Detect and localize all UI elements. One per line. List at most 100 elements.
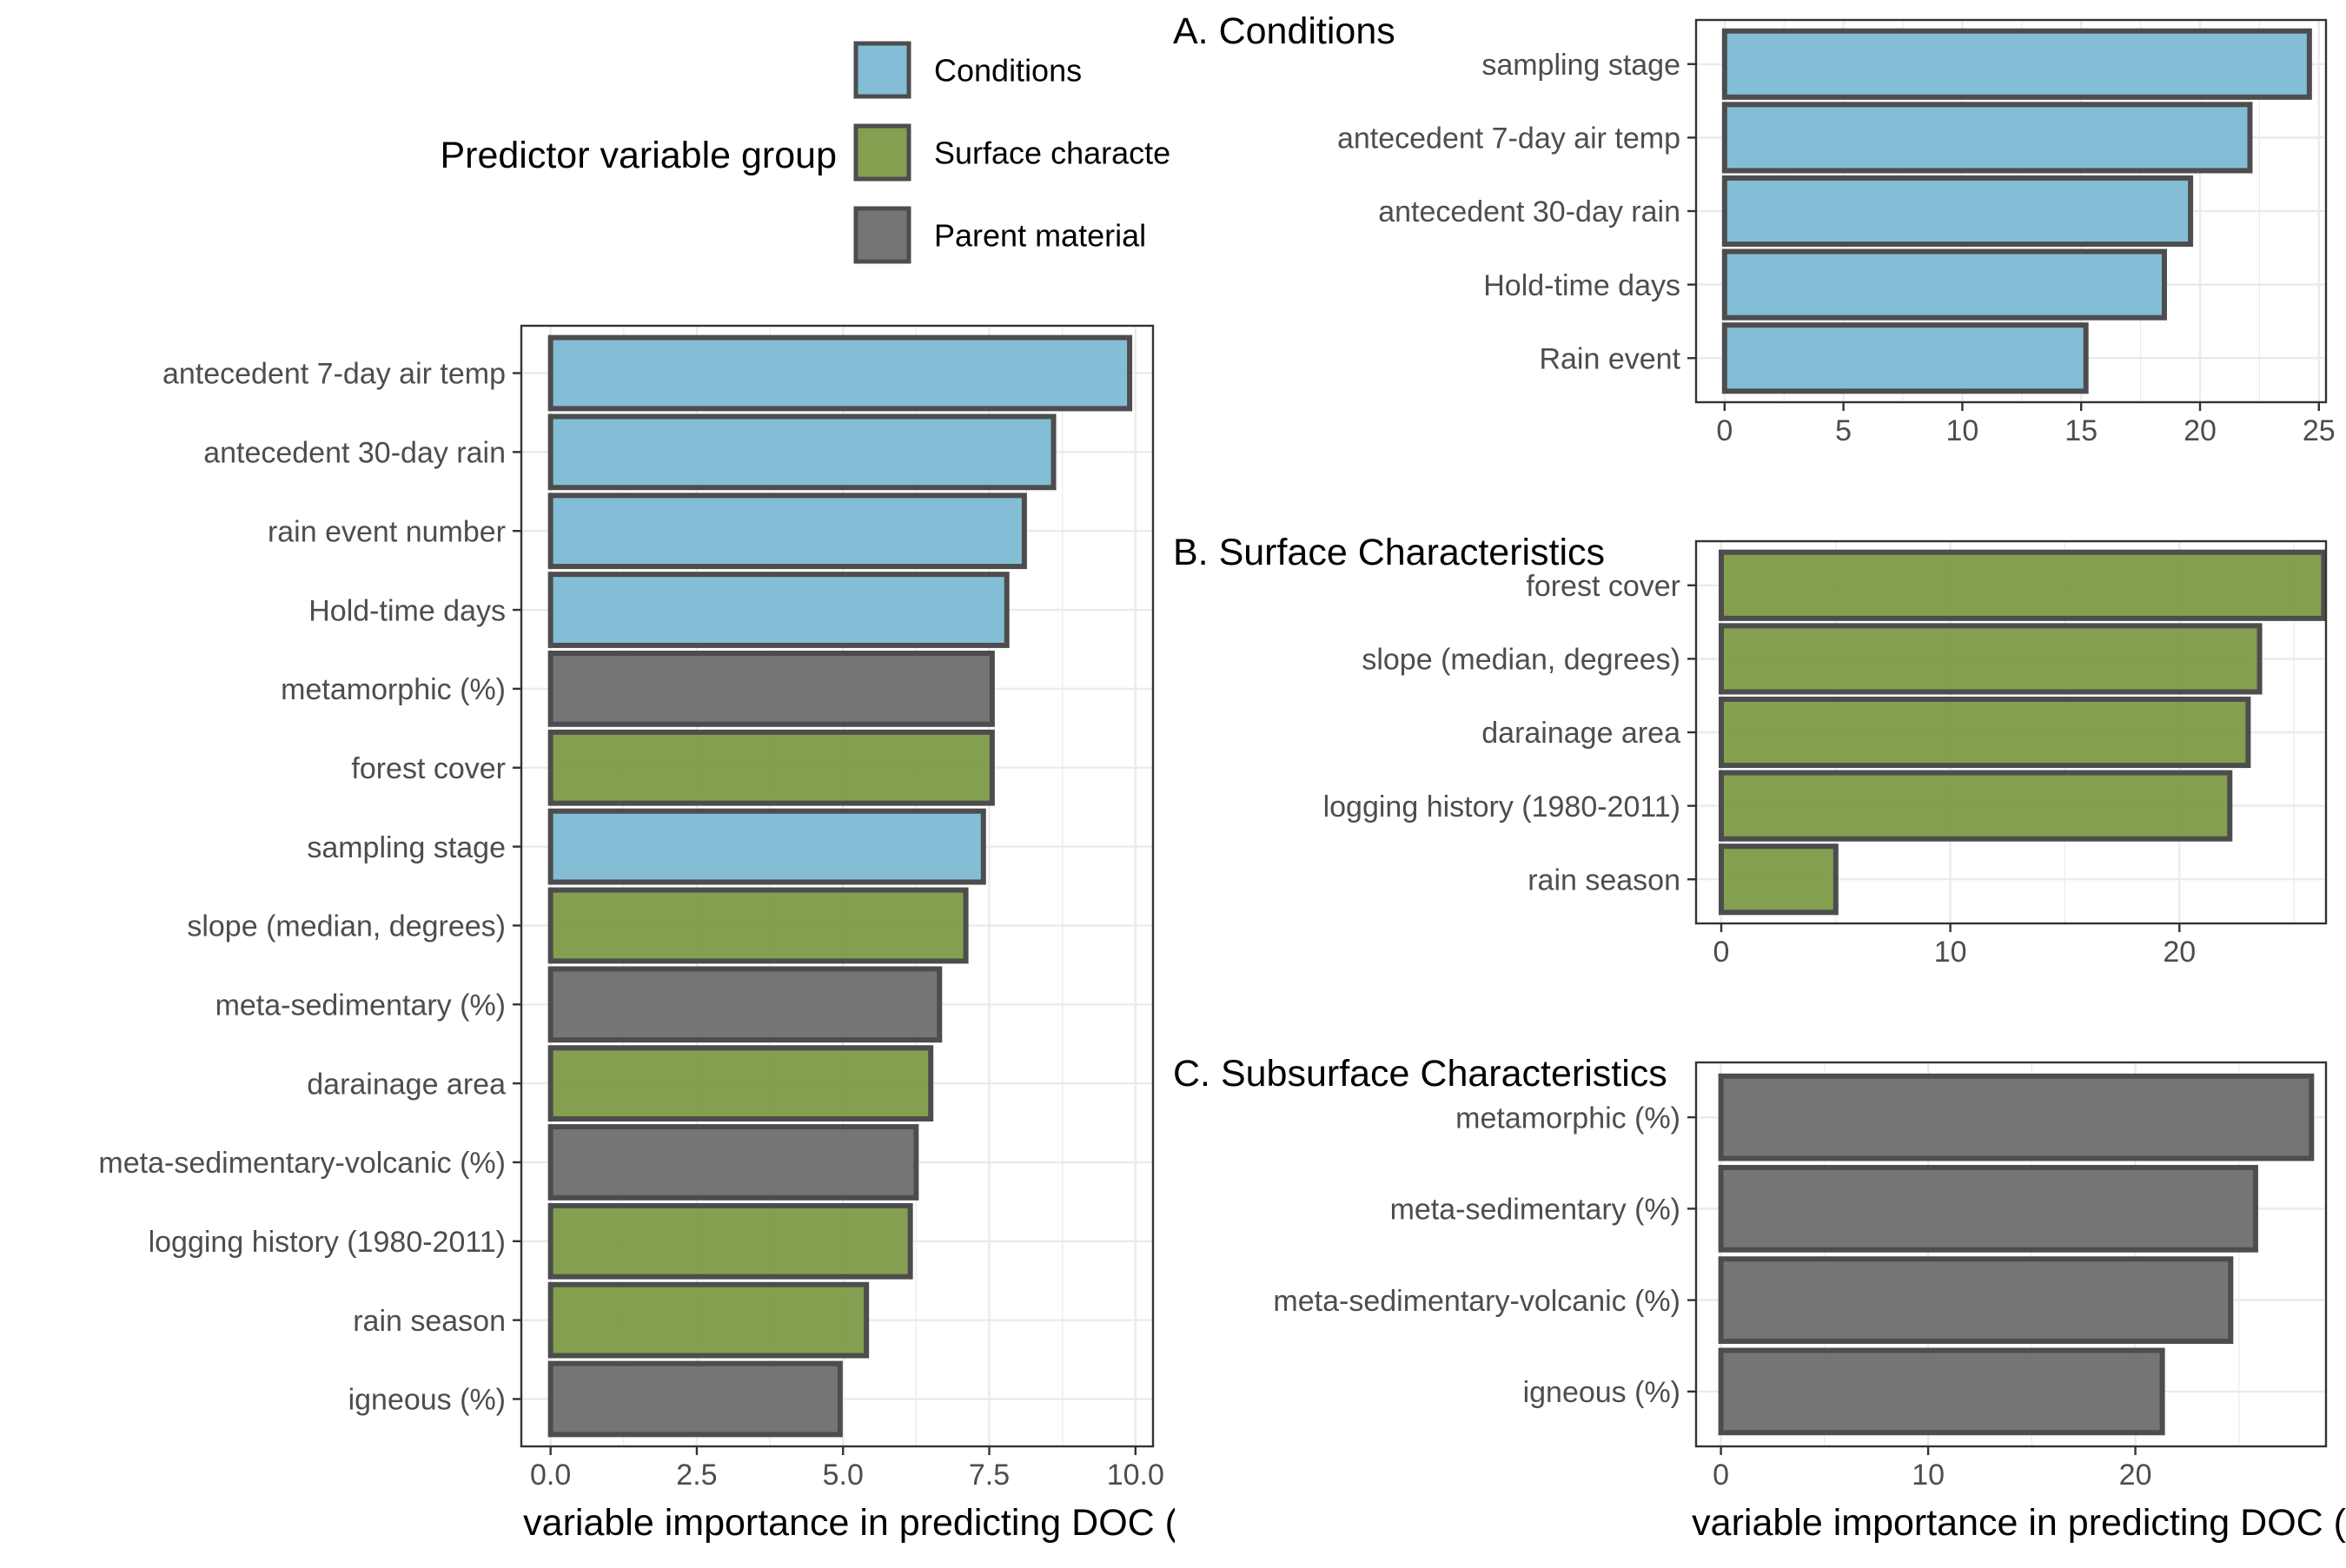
bars-a bbox=[1721, 28, 2312, 394]
bars-b bbox=[1719, 549, 2327, 916]
legend-key-surface-characte bbox=[853, 123, 911, 182]
y-tick-label-slope-median-degrees: slope (median, degrees) bbox=[187, 910, 506, 943]
y-tick-label-metamorphic: metamorphic (%) bbox=[281, 673, 506, 706]
bar-meta-sedimentary bbox=[547, 966, 943, 1043]
y-axis-b: forest cover slope (median, degrees) darai… bbox=[1323, 570, 1696, 896]
bar-metamorphic bbox=[1718, 1073, 2315, 1161]
x-tick-label-b: 20 bbox=[2163, 936, 2196, 969]
x-tick-label-a: 20 bbox=[2184, 414, 2217, 447]
legend: Predictor variable group Conditions Surfa… bbox=[440, 41, 1170, 264]
x-tick-label-main: 0.0 bbox=[530, 1459, 571, 1492]
bar-rain-event-number bbox=[547, 493, 1027, 570]
x-tick-label-c: 10 bbox=[1912, 1459, 1945, 1492]
bar-hold-time-days bbox=[1721, 248, 2167, 321]
bar-darainage-area bbox=[1719, 696, 2251, 769]
panel-title-b: B. Surface Characteristics bbox=[1173, 532, 1605, 573]
y-tick-label-rain-event-number: rain event number bbox=[268, 515, 506, 548]
y-tick-label-meta-sedimentary: meta-sedimentary (%) bbox=[215, 989, 506, 1022]
panel-border-c bbox=[1694, 1061, 2328, 1448]
x-axis-title-c: variable importance in predicting DOC ( bbox=[1692, 1502, 2346, 1544]
x-tick-label-c: 20 bbox=[2119, 1459, 2152, 1492]
y-tick-label-igneous: igneous (%) bbox=[348, 1384, 506, 1417]
y-tick-label-forest-cover: forest cover bbox=[351, 752, 506, 785]
panel-border-main bbox=[520, 324, 1155, 1448]
x-tick-label-main: 7.5 bbox=[969, 1459, 1010, 1492]
legend-label-conditions: Conditions bbox=[934, 53, 1082, 89]
bar-sampling-stage bbox=[547, 808, 986, 885]
x-axis-c: 0 10 20 bbox=[1713, 1446, 2152, 1492]
bar-metamorphic bbox=[547, 651, 995, 727]
legend-key-parent-material bbox=[853, 206, 911, 264]
panel-title-a: A. Conditions bbox=[1173, 10, 1395, 52]
bar-slope-median-degrees bbox=[1719, 623, 2263, 695]
bar-slope-median-degrees bbox=[547, 887, 969, 964]
x-tick-label-a: 10 bbox=[1946, 414, 1979, 447]
y-tick-label-antecedent-7-day-air-temp: antecedent 7-day air temp bbox=[1337, 122, 1680, 155]
legend-label-parent-material: Parent material bbox=[934, 218, 1146, 254]
x-tick-label-a: 25 bbox=[2303, 414, 2336, 447]
bar-igneous bbox=[547, 1360, 843, 1438]
y-axis-main: antecedent 7-day air temp antecedent 30-d… bbox=[98, 358, 521, 1417]
bar-logging-history-1980-2011 bbox=[547, 1202, 913, 1280]
y-tick-label-sampling-stage: sampling stage bbox=[1481, 49, 1680, 82]
y-tick-label-rain-event: Rain event bbox=[1539, 342, 1680, 375]
y-tick-label-meta-sedimentary-volcanic: meta-sedimentary-volcanic (%) bbox=[98, 1147, 506, 1180]
y-tick-label-logging-history-1980-2011: logging history (1980-2011) bbox=[1323, 791, 1680, 824]
bar-meta-sedimentary-volcanic bbox=[1718, 1256, 2234, 1344]
y-tick-label-forest-cover: forest cover bbox=[1526, 570, 1680, 603]
y-tick-label-darainage-area: darainage area bbox=[1481, 717, 1680, 750]
y-tick-label-antecedent-30-day-rain: antecedent 30-day rain bbox=[1378, 195, 1680, 228]
bar-darainage-area bbox=[547, 1045, 934, 1121]
bar-forest-cover bbox=[547, 729, 995, 806]
panel-b-surface-characteristics: forest cover slope (median, degrees) darai… bbox=[1173, 532, 2328, 969]
panel-a-conditions: sampling stage antecedent 7-day air temp a… bbox=[1173, 10, 2336, 447]
x-tick-label-a: 15 bbox=[2064, 414, 2097, 447]
y-tick-label-hold-time-days: Hold-time days bbox=[308, 594, 506, 627]
bars-c bbox=[1718, 1073, 2315, 1436]
panel-c-subsurface-characteristics: metamorphic (%) meta-sedimentary (%) meta-… bbox=[1173, 1053, 2346, 1544]
x-tick-label-main: 10.0 bbox=[1107, 1459, 1164, 1492]
bar-rain-season bbox=[547, 1281, 870, 1359]
y-tick-label-antecedent-30-day-rain: antecedent 30-day rain bbox=[203, 437, 506, 470]
bars-main bbox=[547, 334, 1133, 1438]
y-tick-label-sampling-stage: sampling stage bbox=[307, 831, 506, 864]
bar-meta-sedimentary-volcanic bbox=[547, 1124, 919, 1201]
y-tick-label-rain-season: rain season bbox=[353, 1305, 506, 1338]
bar-logging-history-1980-2011 bbox=[1719, 770, 2233, 842]
y-axis-a: sampling stage antecedent 7-day air temp a… bbox=[1337, 49, 1696, 375]
x-tick-label-b: 0 bbox=[1713, 936, 1730, 969]
x-tick-label-a: 0 bbox=[1716, 414, 1733, 447]
x-tick-label-a: 5 bbox=[1835, 414, 1852, 447]
x-axis-b: 0 10 20 bbox=[1713, 923, 2196, 969]
y-tick-label-antecedent-7-day-air-temp: antecedent 7-day air temp bbox=[162, 358, 506, 391]
panel-title-c: C. Subsurface Characteristics bbox=[1173, 1053, 1667, 1095]
bar-igneous bbox=[1718, 1347, 2165, 1436]
y-tick-label-metamorphic: metamorphic (%) bbox=[1455, 1102, 1680, 1135]
y-tick-label-rain-season: rain season bbox=[1528, 863, 1680, 896]
y-tick-label-hold-time-days: Hold-time days bbox=[1483, 269, 1680, 302]
y-tick-label-darainage-area: darainage area bbox=[307, 1068, 506, 1101]
panel-main-all-variables: antecedent 7-day air temp antecedent 30-d… bbox=[98, 324, 1177, 1544]
legend-label-surface-characte: Surface characte bbox=[934, 136, 1170, 171]
y-tick-label-logging-history-1980-2011: logging history (1980-2011) bbox=[149, 1226, 506, 1259]
bar-antecedent-7-day-air-temp bbox=[547, 334, 1133, 412]
y-tick-label-igneous: igneous (%) bbox=[1523, 1376, 1680, 1409]
y-tick-label-meta-sedimentary: meta-sedimentary (%) bbox=[1390, 1194, 1680, 1227]
bar-sampling-stage bbox=[1721, 28, 2312, 100]
x-tick-label-main: 2.5 bbox=[676, 1459, 717, 1492]
bar-rain-event bbox=[1721, 322, 2089, 394]
y-tick-label-meta-sedimentary-volcanic: meta-sedimentary-volcanic (%) bbox=[1273, 1285, 1680, 1318]
x-axis-title-main: variable importance in predicting DOC ( bbox=[523, 1502, 1177, 1544]
bar-meta-sedimentary bbox=[1718, 1165, 2258, 1253]
bar-antecedent-30-day-rain bbox=[1721, 175, 2194, 248]
bar-hold-time-days bbox=[547, 572, 1010, 648]
y-tick-label-slope-median-degrees: slope (median, degrees) bbox=[1362, 644, 1680, 677]
x-tick-label-c: 0 bbox=[1713, 1459, 1729, 1492]
x-tick-label-b: 10 bbox=[1934, 936, 1967, 969]
bar-antecedent-30-day-rain bbox=[547, 414, 1057, 491]
x-axis-main: 0.0 2.5 5.0 7.5 10.0 bbox=[530, 1446, 1164, 1492]
legend-title: Predictor variable group bbox=[440, 135, 837, 176]
x-axis-a: 0 5 10 15 20 25 bbox=[1716, 402, 2336, 447]
